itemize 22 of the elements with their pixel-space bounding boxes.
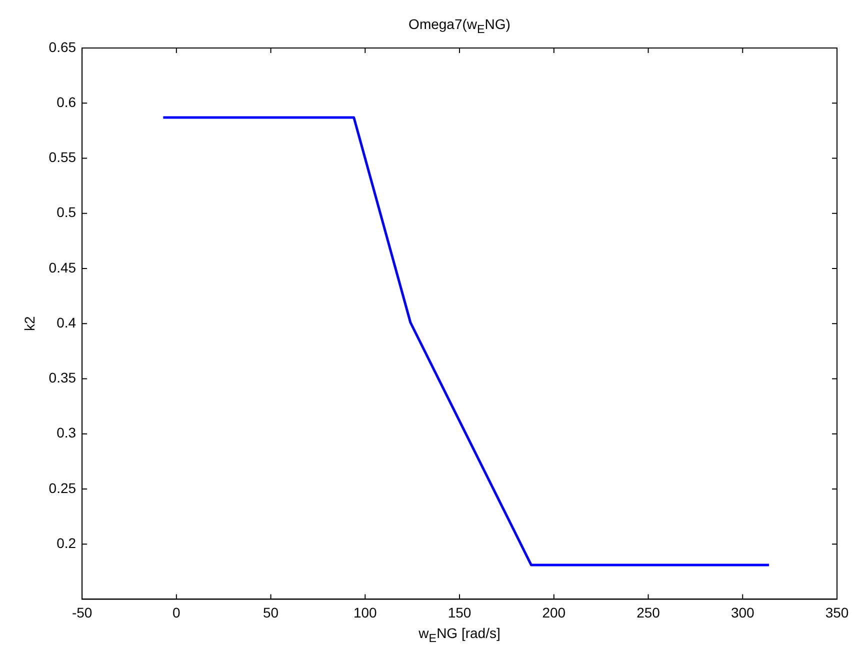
x-tick-label: 350: [825, 604, 849, 620]
x-tick-label: 100: [353, 604, 378, 620]
y-tick-label: 0.35: [48, 370, 76, 386]
y-tick-label: 0.45: [48, 259, 76, 276]
chart-title: Omega7(w$_{E}$NG): [408, 16, 510, 36]
x-tick-label: 0: [172, 604, 181, 620]
y-tick-label: 0.25: [48, 480, 76, 496]
y-tick-label: 0.3: [56, 424, 76, 441]
x-tick-label: 200: [542, 604, 566, 620]
y-tick-label: 0.6: [56, 94, 76, 110]
x-tick-label: 300: [730, 604, 755, 620]
y-tick-label: 0.4: [56, 314, 76, 330]
y-tick-label: 0.5: [56, 204, 76, 220]
y-tick-label: 0.55: [48, 149, 76, 166]
x-tick-label: -50: [72, 604, 92, 620]
y-tick-label: 0.65: [48, 38, 76, 55]
x-tick-label: 150: [448, 604, 472, 620]
x-axis-title: w$_{E}$NG [rad/s]: [418, 625, 500, 645]
x-tick-label: 50: [262, 604, 279, 620]
y-axis-title: k2: [21, 316, 38, 331]
y-tick-label: 0.2: [56, 534, 76, 551]
x-tick-label: 250: [636, 604, 660, 620]
